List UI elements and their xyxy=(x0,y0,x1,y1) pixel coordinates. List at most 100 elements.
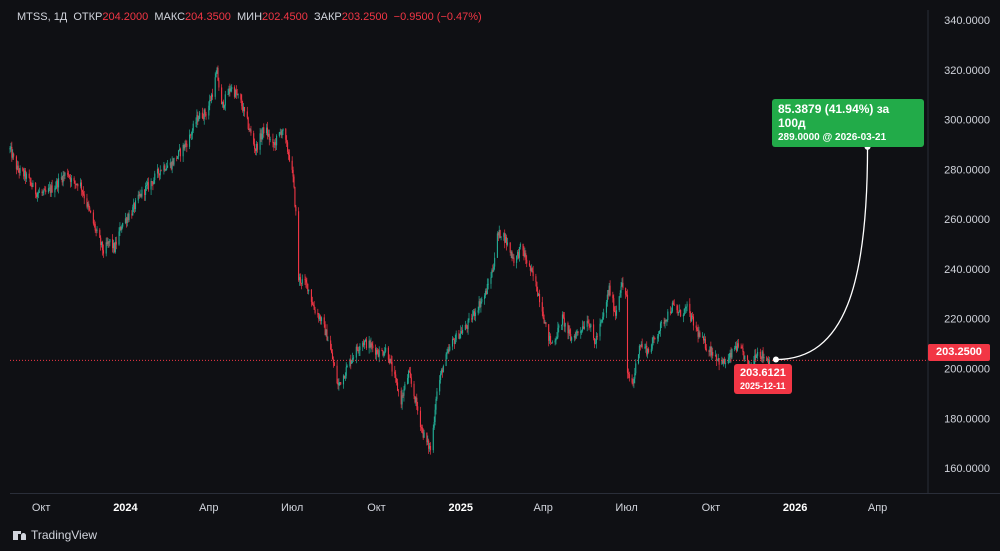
candle xyxy=(619,290,621,298)
candle xyxy=(113,242,115,254)
candle xyxy=(281,129,283,139)
candle xyxy=(36,192,38,199)
candle xyxy=(156,164,159,179)
candle xyxy=(265,123,268,136)
price-axis-tick-label: 300.0000 xyxy=(944,115,990,127)
candle xyxy=(208,101,210,120)
candle xyxy=(710,341,712,358)
projection-target-box[interactable]: 85.3879 (41.94%) за 100д 289.0000 @ 2026… xyxy=(772,99,924,147)
candle xyxy=(639,344,641,351)
candle xyxy=(150,178,152,196)
candle xyxy=(480,297,482,313)
candle xyxy=(195,117,197,127)
candle xyxy=(94,221,96,233)
candle xyxy=(550,342,553,344)
candle xyxy=(606,290,608,307)
ohlc-legend: MTSS, 1Д ОТКР204.2000 МАКС204.3500 МИН20… xyxy=(17,11,482,23)
candle xyxy=(42,190,44,196)
candle xyxy=(15,155,17,175)
candle xyxy=(524,247,526,258)
candle xyxy=(626,291,628,297)
candle xyxy=(23,168,25,180)
candle xyxy=(82,186,84,196)
candle xyxy=(131,210,133,219)
candle xyxy=(538,289,541,308)
candle xyxy=(179,147,181,162)
candle xyxy=(737,339,739,349)
candle xyxy=(506,234,508,251)
candle xyxy=(44,185,46,191)
price-axis-tick-label: 240.0000 xyxy=(944,264,990,276)
candle xyxy=(577,330,579,336)
candle xyxy=(468,312,470,323)
candle xyxy=(306,277,308,290)
candle xyxy=(510,250,512,259)
candle xyxy=(563,312,565,332)
candle xyxy=(653,335,655,344)
candle xyxy=(682,313,684,323)
candle xyxy=(125,216,127,228)
candle xyxy=(545,321,547,328)
candle xyxy=(768,356,770,365)
candle xyxy=(81,189,83,198)
candle xyxy=(273,142,275,151)
candle xyxy=(714,350,716,357)
high-value: 204.3500 xyxy=(185,11,231,23)
candle xyxy=(237,93,239,99)
candle xyxy=(435,396,437,415)
candle xyxy=(659,321,662,337)
candle xyxy=(631,374,633,385)
candle xyxy=(209,94,211,111)
symbol-label[interactable]: MTSS xyxy=(17,11,48,23)
candle xyxy=(58,173,60,194)
candle xyxy=(325,329,327,337)
change-value: −0.9500 (−0.47%) xyxy=(393,11,482,23)
candle xyxy=(68,170,70,178)
interval-label[interactable]: 1Д xyxy=(53,11,68,23)
candle xyxy=(95,228,97,237)
candle xyxy=(434,404,436,426)
projection-start-box[interactable]: 203.6121 2025-12-11 xyxy=(734,364,792,394)
candle xyxy=(230,85,232,93)
candle xyxy=(543,314,545,324)
candle xyxy=(288,149,290,163)
candle xyxy=(211,88,214,100)
candle xyxy=(18,168,20,179)
projection-curve[interactable] xyxy=(775,146,869,361)
candle xyxy=(445,352,447,367)
plot-area[interactable] xyxy=(10,10,928,493)
candle xyxy=(152,181,154,191)
candle xyxy=(172,158,174,167)
candle xyxy=(467,318,469,335)
candle xyxy=(428,438,430,454)
close-label: ЗАКР xyxy=(313,11,342,23)
candle xyxy=(479,298,481,309)
candle xyxy=(300,282,302,290)
candle xyxy=(608,283,610,297)
candle xyxy=(202,113,204,121)
candle xyxy=(73,176,75,184)
candle xyxy=(134,202,136,214)
candle xyxy=(403,385,405,402)
candle xyxy=(496,231,498,258)
candle xyxy=(561,311,563,331)
candle xyxy=(229,83,231,97)
candle xyxy=(678,311,680,316)
candle xyxy=(615,305,618,319)
candle xyxy=(761,350,763,363)
candle xyxy=(537,286,539,297)
candle xyxy=(76,183,78,186)
projection-start-point[interactable] xyxy=(772,356,779,363)
time-axis-tick-label: 2026 xyxy=(783,502,807,514)
candle xyxy=(88,200,90,212)
candle xyxy=(757,347,759,360)
candle xyxy=(57,178,59,192)
candle xyxy=(12,149,14,160)
candle xyxy=(408,367,410,373)
candle xyxy=(461,327,463,334)
tradingview-logo[interactable]: TradingView xyxy=(13,528,97,542)
candle xyxy=(667,309,669,323)
candle xyxy=(426,432,428,446)
candle xyxy=(146,178,148,190)
